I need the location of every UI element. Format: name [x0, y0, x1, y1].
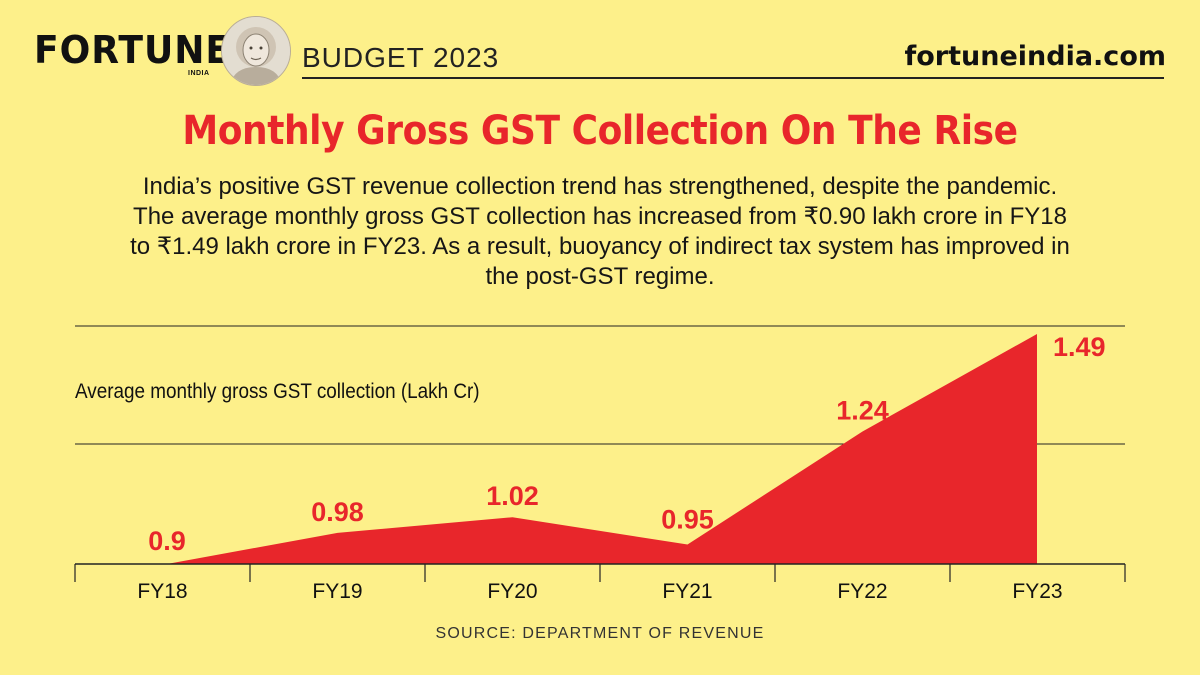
site-link[interactable]: fortuneindia.com — [904, 41, 1167, 72]
data-label: 1.49 — [1053, 332, 1106, 362]
x-tick-label: FY18 — [137, 580, 187, 603]
data-label: 0.98 — [311, 497, 364, 527]
x-tick-label: FY22 — [837, 580, 887, 603]
data-label: 1.02 — [486, 481, 539, 511]
x-tick-label: FY23 — [1012, 580, 1062, 603]
y-axis-label: Average monthly gross GST collection (La… — [75, 380, 480, 403]
person-icon — [222, 17, 290, 85]
brand-sub-label: INDIA — [188, 70, 210, 77]
source-note: SOURCE: DEPARTMENT OF REVENUE — [435, 625, 765, 642]
x-tick-label: FY20 — [487, 580, 537, 603]
budget-label: BUDGET 2023 — [302, 42, 500, 73]
chart-subtitle: India’s positive GST revenue collection … — [130, 173, 1070, 290]
x-tick-label: FY21 — [662, 580, 712, 603]
chart-title: Monthly Gross GST Collection On The Rise — [182, 108, 1018, 154]
area-series — [167, 334, 1037, 564]
data-label: 0.9 — [148, 526, 186, 556]
data-label: 0.95 — [661, 505, 714, 535]
x-tick-label: FY19 — [312, 580, 362, 603]
portrait-image — [221, 16, 291, 86]
data-label: 1.24 — [836, 395, 889, 425]
brand-logo: FORTUNE — [34, 28, 231, 72]
header: FORTUNE INDIA BUDGET 2023 fortuneindia.c… — [0, 0, 1200, 90]
header-divider — [302, 77, 1164, 79]
